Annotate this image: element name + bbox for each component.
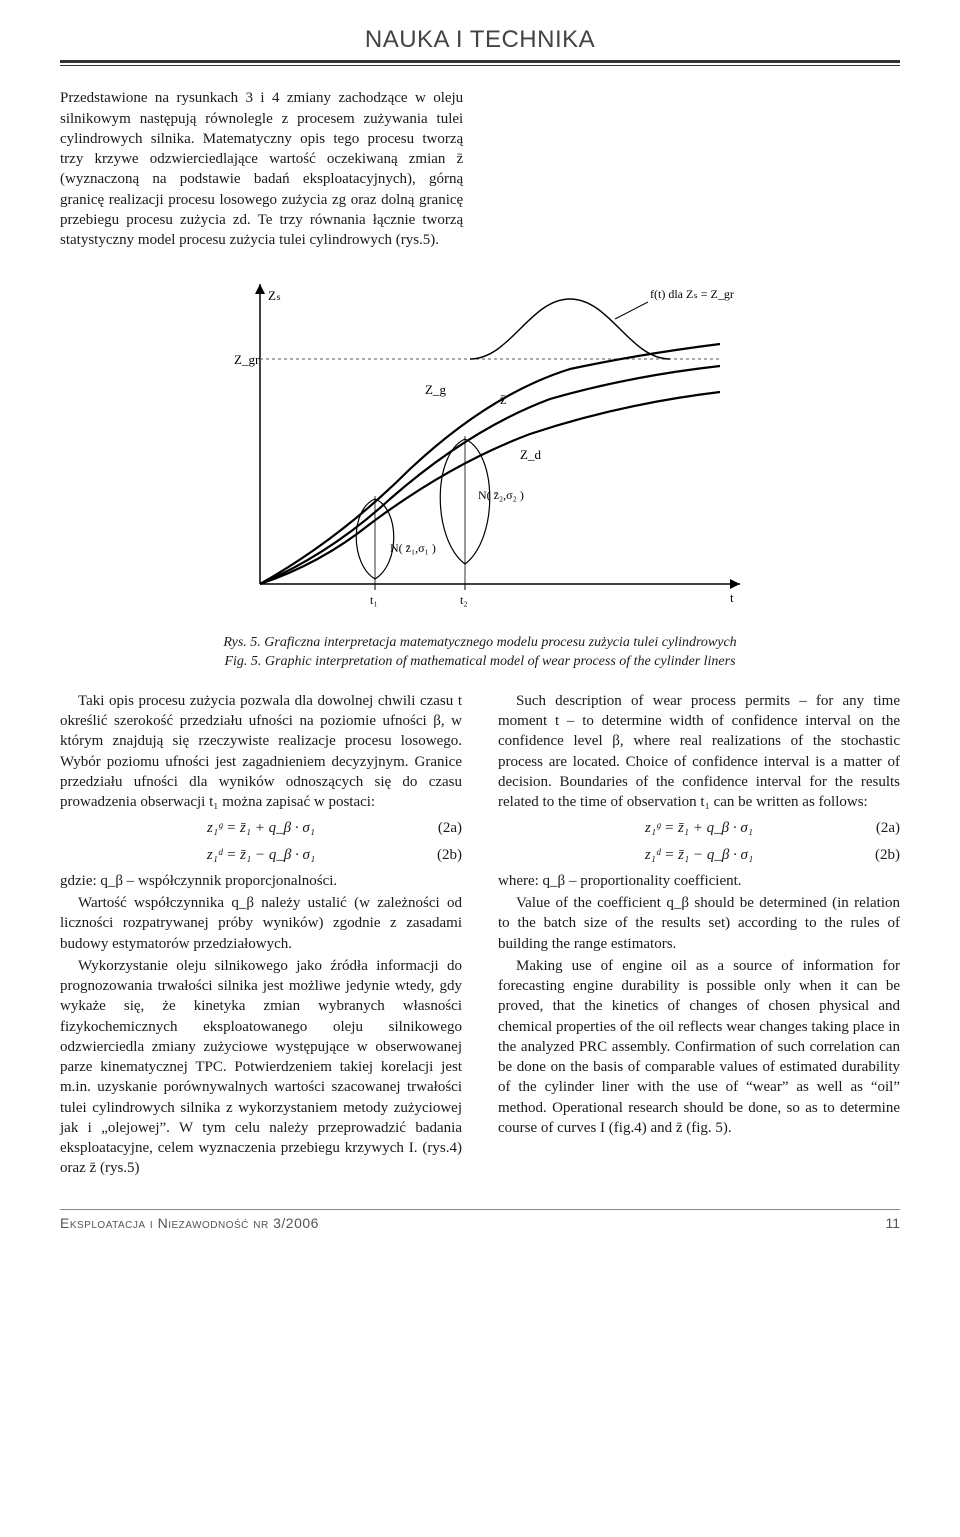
page-footer: Eksploatacja i Niezawodność nr 3/2006 11 — [60, 1209, 900, 1233]
right-p2: where: q_β – proportionality coefficient… — [498, 871, 900, 891]
left-p4: Wykorzystanie oleju silnikowego jako źró… — [60, 956, 462, 1179]
left-eq-2b-num: (2b) — [437, 845, 462, 865]
left-eq-2b: z₁ᵈ = z̄₁ − q_β · σ₁ (2b) — [60, 845, 462, 865]
left-eq-2b-formula: z₁ᵈ = z̄₁ − q_β · σ₁ — [207, 845, 315, 865]
fig-label-zgr: Z_gr — [234, 352, 260, 367]
right-eq-2b: z₁ᵈ = z̄₁ − q_β · σ₁ (2b) — [498, 845, 900, 865]
left-eq-2a-num: (2a) — [438, 818, 462, 838]
fig-label-zg: Z_g — [425, 382, 446, 397]
left-p1: Taki opis procesu zużycia pozwala dla do… — [60, 691, 462, 813]
right-eq-2a-num: (2a) — [876, 818, 900, 838]
right-p3: Value of the coefficient q_β should be d… — [498, 893, 900, 954]
right-p1: Such description of wear process permits… — [498, 691, 900, 813]
fig5-caption-en: Fig. 5. Graphic interpretation of mathem… — [140, 653, 820, 671]
right-p4: Making use of engine oil as a source of … — [498, 956, 900, 1138]
footer-page-number: 11 — [885, 1214, 900, 1233]
right-eq-2a: z₁ᵍ = z̄₁ + q_β · σ₁ (2a) — [498, 818, 900, 838]
figure-5-svg: Zₛ Z_gr Z_g z̄ Z_d N( z̄₂,σ₂ ) N( z̄₁,σ₁… — [200, 264, 760, 624]
left-eq-2a: z₁ᵍ = z̄₁ + q_β · σ₁ (2a) — [60, 818, 462, 838]
figure-5: Zₛ Z_gr Z_g z̄ Z_d N( z̄₂,σ₂ ) N( z̄₁,σ₁… — [60, 264, 900, 624]
fig-label-zd: Z_d — [520, 447, 541, 462]
fig5-caption-pl: Rys. 5. Graficzna interpretacja matematy… — [140, 634, 820, 652]
intro-p1: Przedstawione na rysunkach 3 i 4 zmiany … — [60, 88, 463, 250]
fig-label-ft: f(t) dla Zₛ = Z_gr — [650, 287, 734, 301]
body-columns: Taki opis procesu zużycia pozwala dla do… — [60, 691, 900, 1181]
left-column: Taki opis procesu zużycia pozwala dla do… — [60, 691, 462, 1181]
left-eq-2a-formula: z₁ᵍ = z̄₁ + q_β · σ₁ — [207, 818, 315, 838]
left-p2: gdzie: q_β – współczynnik proporcjonalno… — [60, 871, 462, 891]
fig-label-zs: Zₛ — [268, 288, 281, 303]
fig-label-t2: t₂ — [460, 593, 468, 607]
right-eq-2a-formula: z₁ᵍ = z̄₁ + q_β · σ₁ — [645, 818, 753, 838]
figure-5-caption: Rys. 5. Graficzna interpretacja matematy… — [140, 634, 820, 670]
fig-label-t1: t₁ — [370, 593, 378, 607]
fig-label-n1: N( z̄₁,σ₁ ) — [390, 541, 436, 555]
section-header: NAUKA I TECHNIKA — [60, 24, 900, 56]
intro-paragraph-block: Przedstawione na rysunkach 3 i 4 zmiany … — [60, 88, 463, 250]
left-p3: Wartość współczynnika q_β należy ustalić… — [60, 893, 462, 954]
right-column: Such description of wear process permits… — [498, 691, 900, 1181]
right-eq-2b-formula: z₁ᵈ = z̄₁ − q_β · σ₁ — [645, 845, 753, 865]
footer-journal: Eksploatacja i Niezawodność nr 3/2006 — [60, 1214, 319, 1233]
fig-label-zbar: z̄ — [500, 393, 506, 408]
fig-label-t: t — [730, 590, 734, 605]
header-rule — [60, 60, 900, 66]
right-eq-2b-num: (2b) — [875, 845, 900, 865]
fig-label-n2: N( z̄₂,σ₂ ) — [478, 488, 524, 502]
